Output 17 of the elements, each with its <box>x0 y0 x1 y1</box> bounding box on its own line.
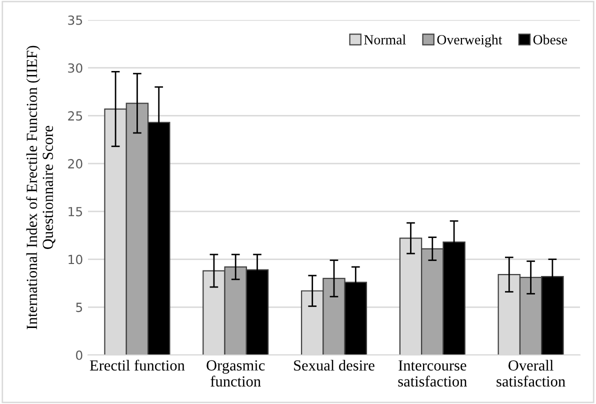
x-tick-label: Intercourse satisfaction <box>398 360 467 387</box>
y-tick-label: 5 <box>76 302 82 312</box>
x-tick-label: Overall satisfaction <box>496 360 566 387</box>
y-tick-label: 35 <box>68 15 82 25</box>
y-tick-label: 20 <box>68 159 82 168</box>
y-tick-label: 10 <box>68 254 82 264</box>
legend-label: Obese <box>533 34 568 44</box>
y-tick-label: 30 <box>68 63 82 73</box>
y-tick-label: 15 <box>68 207 82 216</box>
y-tick-label: 25 <box>68 111 82 121</box>
y-tick-label: 0 <box>76 350 82 360</box>
x-tick-label: Sexual desire <box>294 360 374 371</box>
legend-label: Overweight <box>437 34 502 48</box>
legend-label: Normal <box>364 34 406 44</box>
x-tick-label: Erectil function <box>90 360 185 371</box>
y-axis-title: International Index of Erectile Function (IIEF) Questionnaire Score <box>26 46 56 330</box>
x-tick-label: Orgasmic function <box>206 360 265 387</box>
